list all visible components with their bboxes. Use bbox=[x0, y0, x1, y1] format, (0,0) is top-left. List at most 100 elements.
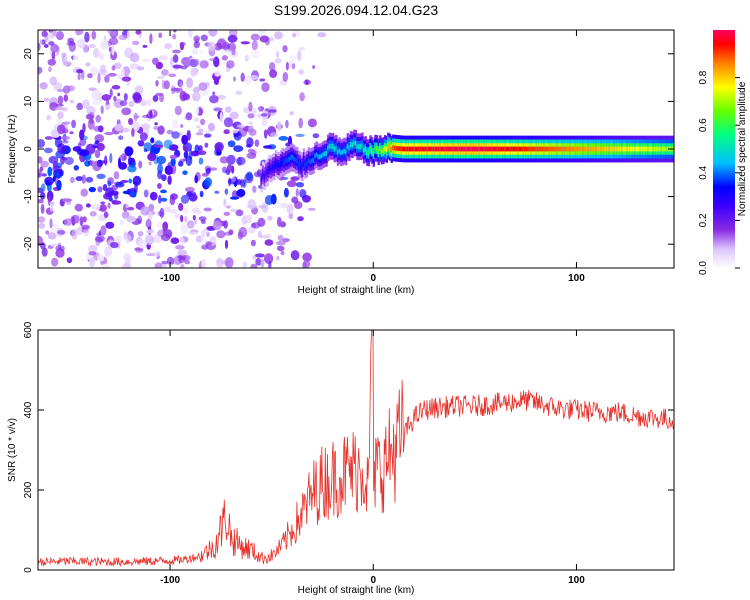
spectrogram-blob bbox=[108, 37, 119, 45]
spectrogram-ridge-cell bbox=[442, 146, 445, 152]
spectrogram-ridge-cell bbox=[421, 146, 424, 152]
spectrogram-blob bbox=[312, 133, 320, 139]
snr-ytick-label: 400 bbox=[23, 401, 34, 418]
spectrogram-ridge-cell bbox=[357, 144, 361, 150]
spectrogram-ridge-cell bbox=[426, 146, 429, 152]
spectrogram-blob bbox=[101, 94, 112, 101]
spectrogram-blobs bbox=[38, 30, 327, 268]
spectrogram-ridge-cell bbox=[353, 140, 356, 146]
spectrogram-ridge-cell bbox=[336, 149, 340, 155]
spectrogram-ridge-cell bbox=[499, 146, 502, 152]
colorbar-tick-label: 0.2 bbox=[698, 213, 709, 227]
spectrogram-blob bbox=[299, 92, 305, 102]
spectrogram-blob bbox=[166, 256, 175, 266]
spectrogram-blob bbox=[57, 95, 64, 105]
spectrogram-blob bbox=[302, 261, 307, 268]
spectrogram-blob bbox=[89, 160, 95, 167]
spectrogram-blob bbox=[250, 33, 260, 41]
snr-series-line bbox=[38, 330, 674, 567]
spectrogram-blob bbox=[238, 226, 248, 238]
spectrogram-blob bbox=[132, 175, 142, 186]
spectrogram-blob bbox=[184, 215, 188, 223]
spectrogram-ridge-cell bbox=[338, 148, 341, 154]
spectrogram-ridge-cell bbox=[377, 149, 380, 155]
spectrogram-blob bbox=[127, 206, 135, 211]
spectrogram-blob bbox=[212, 220, 222, 231]
colorbar-tick-label: 0.6 bbox=[698, 118, 709, 132]
spectrogram-ridge-cell bbox=[366, 150, 369, 155]
spectrogram-ridge-cell bbox=[497, 146, 501, 152]
spectrogram-blob bbox=[233, 131, 242, 141]
spectrogram-blob bbox=[70, 214, 80, 224]
spectrogram-blob bbox=[187, 30, 193, 38]
colorbar: 0.0 0.2 0.4 0.6 0.8 Normalized spectral ampl… bbox=[698, 30, 748, 275]
spectrogram-blob bbox=[49, 76, 57, 86]
spectrogram-blob bbox=[109, 153, 113, 164]
spectrogram-ridge-cell bbox=[408, 146, 411, 152]
spectrogram-blob bbox=[260, 106, 264, 111]
spectrogram-ridge-cell bbox=[397, 146, 400, 151]
spectrogram-blob bbox=[258, 30, 266, 37]
spectrogram-blob bbox=[85, 113, 94, 120]
spectrogram-blob bbox=[178, 256, 186, 264]
spectrogram-blob bbox=[226, 205, 231, 209]
spectrogram-blob bbox=[154, 122, 158, 126]
spectrogram-ridge-cell bbox=[367, 150, 371, 156]
spectrogram-blob bbox=[251, 48, 260, 59]
spectrogram-blob bbox=[88, 251, 97, 256]
spectrogram-ridge-cell bbox=[418, 146, 421, 152]
spectrogram-ridge-cell bbox=[351, 142, 354, 148]
spectrogram-blob bbox=[246, 152, 257, 159]
snr-ytick-label: 200 bbox=[23, 481, 34, 498]
spectrogram-blob bbox=[79, 129, 85, 141]
spectrogram-ridge-cell bbox=[564, 146, 567, 152]
spectrogram-ridge-cell bbox=[653, 146, 657, 152]
spectrogram-blob bbox=[119, 100, 128, 107]
spectrogram-blob bbox=[229, 196, 240, 200]
spectrogram-ridge-cell bbox=[470, 146, 473, 152]
spectrogram-blob bbox=[250, 222, 261, 229]
spectrogram-ridge-cell bbox=[494, 146, 497, 152]
spectrogram-ylabel: Frequency (Hz) bbox=[7, 115, 18, 184]
spectrogram-ridge-cell bbox=[291, 154, 294, 160]
spectrogram-blob bbox=[123, 252, 132, 262]
spectrogram-blob bbox=[41, 173, 47, 177]
snr-frame bbox=[37, 329, 675, 571]
spectrogram-ridge-cell bbox=[502, 146, 505, 152]
spectrogram-blob bbox=[52, 30, 57, 37]
spectrogram-blob bbox=[180, 263, 185, 268]
spectrogram-blob bbox=[100, 201, 106, 205]
spectrogram-blob bbox=[91, 89, 102, 101]
spectrogram-ridge-cell bbox=[432, 146, 436, 152]
spectrogram-blob bbox=[193, 116, 200, 122]
spectrogram-ridge-cell bbox=[286, 157, 289, 163]
spectrogram-ridge-cell bbox=[262, 172, 265, 178]
spectrogram-blob bbox=[178, 132, 183, 136]
spectrogram-blob bbox=[184, 260, 191, 265]
spectrogram-blob bbox=[87, 73, 93, 79]
spectrogram-blob bbox=[44, 136, 54, 140]
spectrogram-blob bbox=[160, 189, 167, 194]
spectrogram-blob bbox=[111, 45, 115, 56]
spectrogram-ridge-cell bbox=[423, 146, 426, 152]
spectrogram-ridge-cell bbox=[514, 146, 517, 152]
spectrogram-ridge-cell bbox=[458, 146, 462, 152]
spectrogram-ridge-cell bbox=[419, 146, 423, 152]
spectrogram-blob bbox=[161, 69, 169, 76]
spectrogram-blob bbox=[196, 125, 201, 129]
spectrogram-blob bbox=[47, 166, 53, 177]
spectrogram-xtick-label: 0 bbox=[370, 273, 376, 284]
spectrogram-blob bbox=[298, 69, 305, 75]
spectrogram-ridge-cell bbox=[549, 146, 553, 152]
spectrogram-blob bbox=[157, 125, 165, 135]
spectrogram-blob bbox=[146, 229, 155, 234]
spectrogram-ridge-cell bbox=[348, 145, 351, 151]
spectrogram-ridge-cell bbox=[356, 144, 359, 150]
spectrogram-ridge-cell bbox=[400, 146, 403, 152]
spectrogram-blob bbox=[200, 235, 207, 244]
spectrogram-blob bbox=[280, 202, 288, 209]
spectrogram-blob bbox=[105, 104, 111, 110]
spectrogram-ridge-cell bbox=[301, 165, 304, 171]
spectrogram-blob bbox=[111, 200, 122, 205]
spectrogram-blob bbox=[70, 176, 75, 184]
